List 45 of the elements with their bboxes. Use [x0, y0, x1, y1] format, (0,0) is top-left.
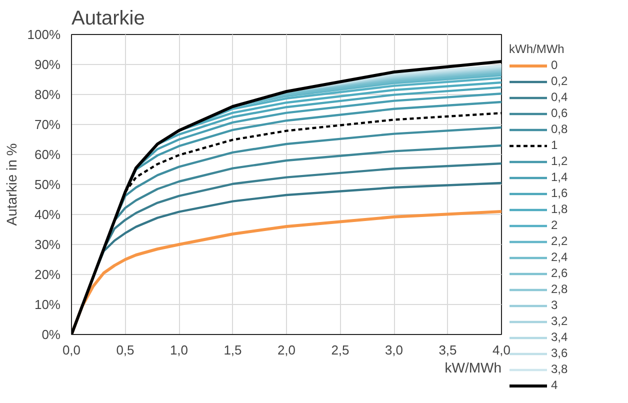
- legend-label: 1,2: [551, 154, 569, 168]
- y-tick-label: 90%: [34, 57, 61, 72]
- x-tick-label: 1,0: [170, 342, 188, 358]
- y-tick-label: 30%: [34, 237, 61, 252]
- y-tick-label: 60%: [34, 147, 61, 162]
- x-axis-title: kW/MWh: [444, 360, 502, 376]
- legend-label: 3,6: [551, 346, 569, 360]
- legend-label: 1: [551, 138, 559, 152]
- legend-label: 3,4: [551, 330, 569, 344]
- legend-label: 0,8: [551, 122, 569, 136]
- legend-label: 2,4: [551, 250, 569, 264]
- x-tick-label: 0,5: [116, 342, 134, 358]
- x-tick-label: 3,0: [384, 342, 404, 358]
- x-tick-label: 2,0: [277, 342, 296, 358]
- y-tick-label: 80%: [34, 87, 61, 102]
- chart-title: Autarkie: [72, 8, 145, 30]
- legend-label: 1,6: [551, 186, 569, 200]
- x-tick-label: 2,5: [331, 342, 350, 358]
- legend-label: 1,8: [551, 202, 569, 216]
- y-tick-label: 40%: [34, 207, 61, 222]
- legend-label: 0,4: [551, 90, 569, 104]
- y-tick-label: 70%: [34, 117, 61, 132]
- x-tick-label: 0,0: [62, 342, 81, 358]
- legend-label: 0,6: [551, 106, 569, 120]
- legend-label: 3: [551, 298, 559, 312]
- y-tick-label: 100%: [27, 27, 61, 42]
- legend-title: kWh/MWh: [509, 42, 566, 56]
- y-axis-title: Autarkie in %: [3, 143, 20, 226]
- legend-label: 0,2: [551, 74, 569, 88]
- legend-label: 3,8: [551, 362, 569, 376]
- legend-label: 2,2: [551, 234, 569, 248]
- y-tick-label: 0%: [42, 327, 61, 342]
- legend-label: 2,6: [551, 266, 569, 280]
- y-tick-label: 20%: [34, 267, 61, 282]
- x-tick-label: 3,5: [438, 342, 457, 358]
- y-tick-label: 50%: [34, 177, 61, 192]
- legend-label: 2,8: [551, 282, 569, 296]
- legend-label: 2: [551, 218, 559, 232]
- x-tick-label: 4,0: [492, 342, 511, 358]
- legend-label: 1,4: [551, 170, 569, 184]
- legend-label: 3,2: [551, 314, 569, 328]
- legend-label: 0: [551, 58, 559, 72]
- x-tick-label: 1,5: [224, 342, 242, 358]
- y-tick-label: 10%: [34, 297, 61, 312]
- legend-label: 4: [551, 378, 559, 392]
